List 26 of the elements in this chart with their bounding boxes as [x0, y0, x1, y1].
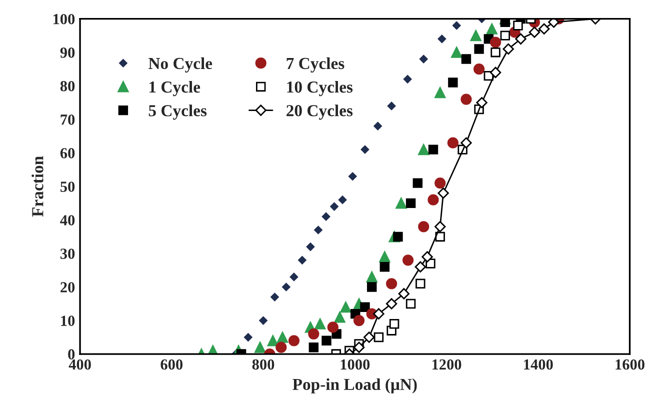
- legend-label: 1 Cycle: [150, 80, 200, 96]
- x-axis-title: Pop-in Load (μN): [292, 378, 417, 394]
- legend-label: 20 Cycles: [286, 104, 353, 120]
- legend-label: 10 Cycles: [287, 80, 353, 96]
- x-tick-label: 400: [68, 359, 91, 370]
- y-tick-label: 0: [68, 349, 75, 360]
- x-tick-label: 1600: [616, 359, 644, 370]
- y-tick-label: 70: [60, 114, 75, 125]
- y-tick-label: 100: [53, 14, 75, 24]
- y-tick-label: 30: [60, 248, 75, 259]
- x-tick-label: 1000: [340, 359, 370, 370]
- y-tick-label: 50: [60, 182, 75, 192]
- y-tick-label: 60: [60, 148, 75, 158]
- x-tick-label: 1400: [524, 359, 553, 370]
- legend-label: 7 Cycles: [286, 57, 344, 73]
- y-tick-label: 20: [60, 282, 75, 292]
- x-tick-label: 1200: [432, 359, 462, 370]
- x-tick-label: 600: [160, 359, 183, 370]
- y-tick-label: 40: [60, 215, 75, 226]
- legend-label: No Cycle: [148, 57, 212, 73]
- x-tick-label: 800: [252, 359, 274, 370]
- y-tick-label: 90: [60, 47, 75, 58]
- y-tick-label: 10: [61, 316, 75, 326]
- legend-label: 5 Cycles: [148, 104, 207, 120]
- y-tick-label: 80: [60, 81, 75, 92]
- y-axis-title: Fraction: [32, 156, 44, 217]
